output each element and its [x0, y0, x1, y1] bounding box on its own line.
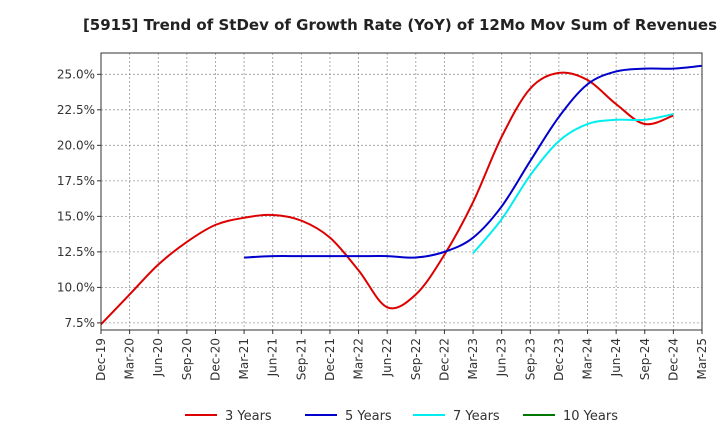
x-tick-label: Jun-20: [151, 338, 165, 377]
y-tick-label: 22.5%: [57, 103, 95, 117]
legend-label-10-years: 10 Years: [563, 409, 618, 424]
series-line-5-years: [244, 64, 703, 259]
y-tick-label: 25.0%: [57, 67, 95, 81]
x-tick-label: Sep-20: [180, 338, 194, 380]
x-tick-label: Jun-21: [266, 338, 280, 377]
x-tick-label: Mar-20: [123, 338, 137, 379]
x-tick-label: Mar-22: [352, 338, 366, 379]
legend-label-7-years: 7 Years: [453, 409, 500, 424]
legend-label-5-years: 5 Years: [345, 409, 392, 424]
x-tick-label: Dec-22: [437, 338, 451, 381]
legend-label-3-years: 3 Years: [225, 409, 272, 424]
legend: 3 Years 5 Years 7 Years 10 Years: [185, 409, 618, 424]
series-line-7-years: [472, 113, 674, 254]
x-tick-label: Sep-24: [638, 338, 652, 380]
chart-title: [5915] Trend of StDev of Growth Rate (Yo…: [83, 16, 717, 34]
x-tick-label: Mar-24: [581, 338, 595, 379]
x-tick-label: Dec-20: [208, 338, 222, 381]
y-tick-label: 10.0%: [57, 280, 95, 294]
x-tick-label: Jun-23: [495, 338, 509, 377]
plot-frame: [100, 52, 703, 331]
grid: [100, 53, 703, 330]
y-tick-label: 7.5%: [65, 316, 96, 330]
x-tick-label: Jun-22: [380, 338, 394, 377]
x-tick-label: Mar-21: [237, 338, 251, 379]
x-tick-label: Sep-21: [294, 338, 308, 380]
x-tick-label: Dec-24: [666, 338, 680, 381]
y-tick-label: 17.5%: [57, 174, 95, 188]
x-axis: Dec-19 Mar-20 Jun-20 Sep-20 Dec-20 Mar-21 Jun-…: [94, 330, 709, 381]
x-tick-label: Jun-24: [609, 338, 623, 377]
x-tick-label: Mar-25: [695, 338, 709, 379]
x-tick-label: Dec-23: [552, 338, 566, 381]
x-tick-label: Sep-23: [523, 338, 537, 380]
x-tick-label: Mar-23: [466, 338, 480, 379]
y-tick-label: 12.5%: [57, 245, 95, 259]
series: [100, 64, 703, 326]
y-tick-label: 15.0%: [57, 209, 95, 223]
x-tick-label: Sep-22: [409, 338, 423, 380]
series-line-3-years: [100, 71, 674, 326]
x-tick-label: Dec-21: [323, 338, 337, 381]
y-tick-label: 20.0%: [57, 138, 95, 152]
x-tick-label: Dec-19: [94, 338, 108, 381]
y-axis: 7.5% 10.0% 12.5% 15.0% 17.5% 20.0% 22.5% 25.0%: [57, 67, 101, 330]
